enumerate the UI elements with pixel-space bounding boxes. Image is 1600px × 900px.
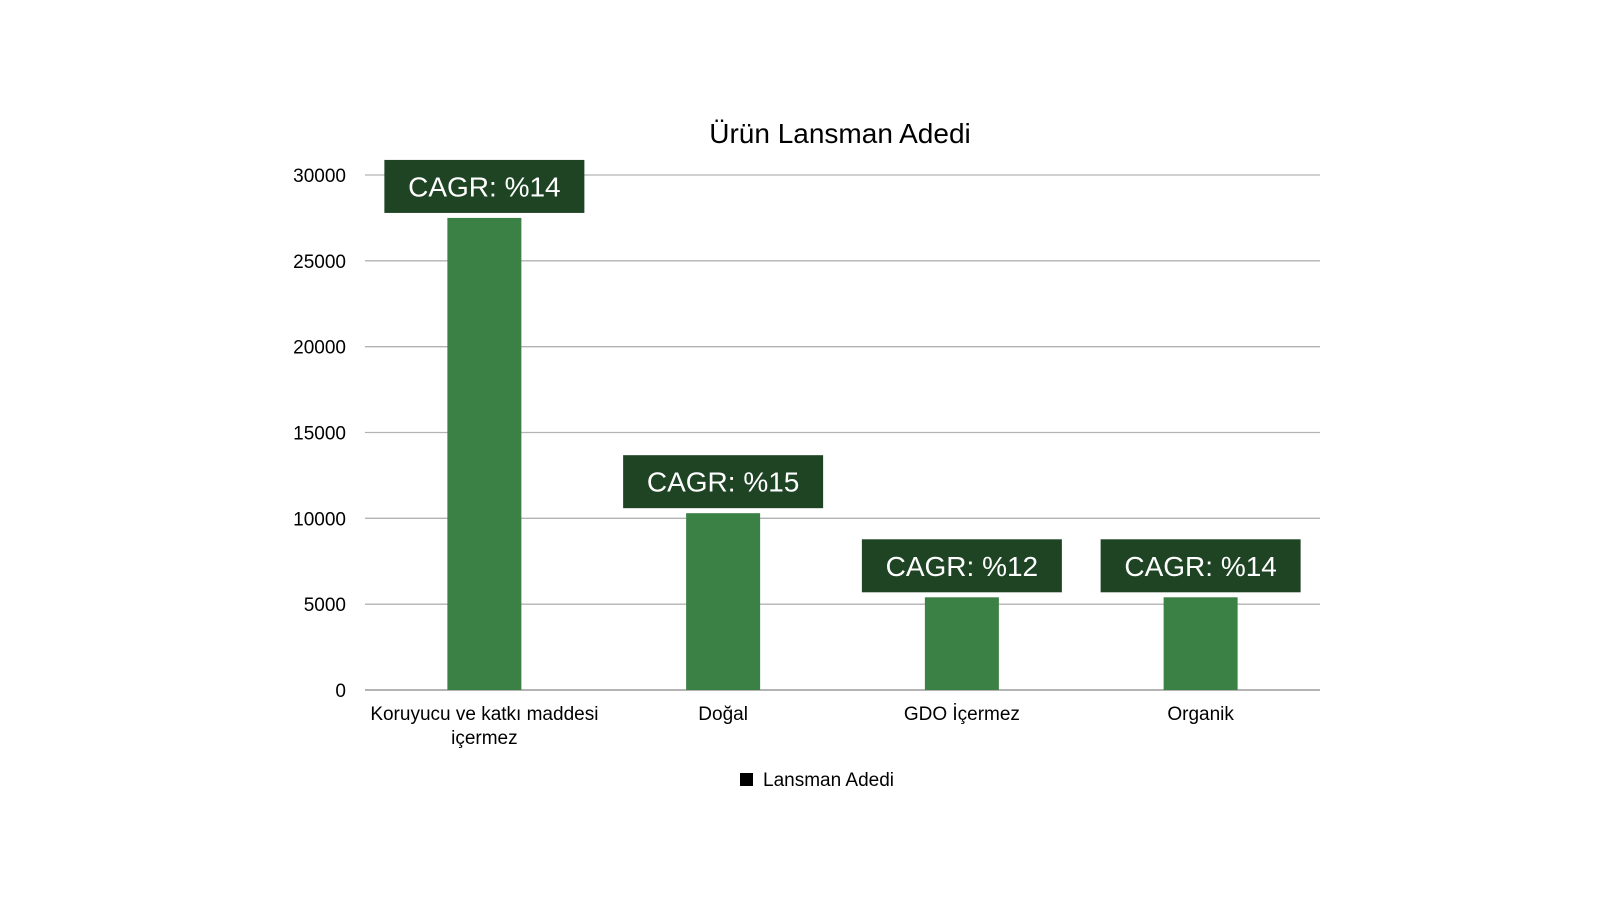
y-tick-label: 10000 (293, 509, 346, 530)
y-tick-label: 5000 (304, 595, 346, 616)
cagr-annotation: CAGR: %14 (1100, 539, 1301, 593)
cagr-annotation: CAGR: %14 (384, 159, 585, 213)
legend-swatch (740, 773, 753, 786)
cagr-annotation-box (861, 539, 1062, 593)
bar (686, 513, 761, 690)
cagr-annotation-label: CAGR: %15 (647, 467, 800, 498)
y-tick-label: 15000 (293, 424, 346, 445)
cagr-annotation: CAGR: %12 (861, 539, 1062, 593)
cagr-annotation-label: CAGR: %12 (886, 551, 1039, 582)
legend-label: Lansman Adedi (763, 770, 894, 791)
y-tick-label: 30000 (293, 166, 346, 187)
cagr-annotation-box (1100, 539, 1301, 593)
cagr-annotation-label: CAGR: %14 (408, 171, 561, 202)
y-tick-label: 25000 (293, 252, 346, 273)
cagr-annotation-label: CAGR: %14 (1124, 551, 1277, 582)
y-tick-label: 20000 (293, 338, 346, 359)
bar (924, 597, 999, 690)
x-category-label: GDO İçermez (904, 704, 1020, 725)
cagr-annotation-box (623, 455, 824, 509)
x-category-label: Organik (1167, 704, 1234, 725)
bar (447, 217, 522, 690)
cagr-annotation: CAGR: %15 (623, 455, 824, 509)
x-category-label: Doğal (698, 704, 748, 725)
x-category-label: Koruyucu ve katkı maddesi içermez (370, 704, 598, 749)
chart-title: Ürün Lansman Adedi (709, 118, 971, 149)
cagr-annotation-box (384, 159, 585, 213)
bar (1163, 597, 1238, 690)
y-tick-label: 0 (335, 681, 346, 702)
